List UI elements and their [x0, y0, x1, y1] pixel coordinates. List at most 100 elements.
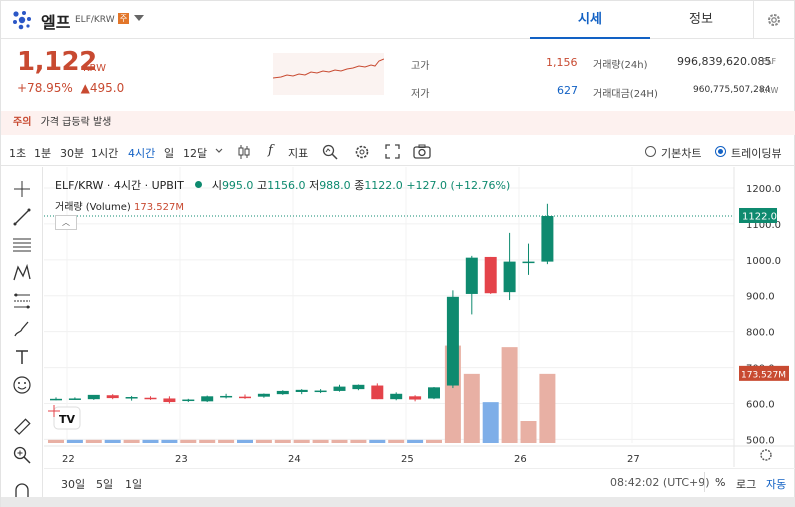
camera-icon[interactable] — [413, 144, 431, 159]
volume-bar — [161, 439, 178, 443]
interval-12month[interactable]: 12달 — [183, 147, 208, 160]
volume-bar — [237, 439, 253, 443]
tradingview-label[interactable]: 트레이딩뷰 — [731, 147, 782, 160]
log-toggle[interactable]: 로그 — [736, 478, 757, 491]
amount-24h-label: 거래대금(24H) — [593, 89, 658, 100]
current-price: 1,122 — [17, 47, 97, 77]
price-change: +78.95% ▲495.0 — [17, 81, 124, 95]
indicators-button[interactable]: 지표 — [288, 147, 309, 160]
volume-bar — [48, 439, 64, 443]
basic-chart-label[interactable]: 기본차트 — [661, 147, 702, 160]
fib-retracement-icon[interactable] — [12, 291, 32, 311]
percent-toggle[interactable]: % — [715, 476, 726, 489]
tab-price[interactable]: 시세 — [530, 1, 650, 39]
range-1d[interactable]: 1일 — [125, 478, 143, 491]
high-label-legend: 고 — [256, 179, 268, 192]
emoji-icon[interactable] — [12, 375, 32, 395]
auto-toggle[interactable]: 자동 — [766, 478, 787, 491]
candle-body — [371, 385, 384, 400]
interval-4h[interactable]: 4시간 — [128, 147, 156, 160]
volume-bar — [293, 439, 310, 443]
price-tick-label: 1100.0 — [746, 220, 781, 231]
price-tick-label: 800.0 — [746, 328, 775, 339]
volume-bar — [539, 373, 556, 443]
range-30d[interactable]: 30일 — [61, 478, 86, 491]
price-tick-label: 600.0 — [746, 399, 775, 410]
collapse-legend-button[interactable]: ︿ — [55, 215, 77, 230]
candle-type-icon[interactable] — [237, 144, 251, 160]
volume-bar — [482, 402, 499, 443]
chart-legend: ELF/KRW · 4시간 · UPBIT 시995.0 고1156.0 저98… — [55, 177, 510, 193]
volume-bar — [85, 439, 102, 443]
drawing-toolbar — [1, 167, 43, 497]
volume-unit: ELF — [762, 57, 777, 66]
volume-bar — [104, 439, 121, 443]
low-label: 저가 — [411, 89, 430, 100]
interval-chevron-down-icon[interactable] — [215, 148, 223, 154]
volume-bar — [218, 439, 235, 443]
interval-1m[interactable]: 1분 — [34, 147, 52, 160]
volume-bar — [426, 439, 442, 443]
header: 엘프 ELF/KRW 주 시세 정보 — [1, 1, 795, 39]
price-tick-label: 1200.0 — [746, 184, 781, 195]
zoom-in-icon[interactable] — [12, 445, 32, 465]
pattern-icon[interactable] — [12, 263, 32, 283]
tradingview-logo-text: TV — [59, 413, 76, 426]
interval-30m[interactable]: 30분 — [60, 147, 85, 160]
gear-icon[interactable] — [766, 12, 782, 28]
volume-bar — [274, 439, 291, 443]
text-icon[interactable] — [12, 347, 32, 367]
interval-day[interactable]: 일 — [164, 147, 175, 160]
coin-select-chevron-icon[interactable] — [134, 15, 144, 21]
elf-logo-icon — [13, 11, 31, 30]
interval-1h[interactable]: 1시간 — [91, 147, 119, 160]
fullscreen-icon[interactable] — [385, 144, 400, 159]
candle-body — [239, 396, 251, 399]
trendline-icon[interactable] — [12, 207, 32, 227]
volume-bar — [180, 439, 197, 443]
high-value-legend: 1156.0 — [267, 179, 306, 192]
candle-body — [144, 397, 157, 400]
price-chart[interactable]: 500.0600.0700.0800.0900.01000.01100.0120… — [44, 167, 795, 467]
crosshair-icon[interactable] — [12, 179, 32, 199]
volume-bar — [407, 439, 424, 443]
range-5d[interactable]: 5일 — [96, 478, 114, 491]
candle-body — [201, 396, 214, 402]
axis-settings-icon — [760, 449, 772, 461]
last-price-tag — [739, 207, 777, 223]
settings-gear-icon[interactable] — [354, 144, 370, 160]
candle-body — [163, 398, 176, 403]
clock-time: 08:42:02 (UTC+9) — [610, 476, 710, 489]
brush-icon[interactable] — [12, 319, 32, 339]
ruler-icon[interactable] — [12, 417, 32, 437]
warning-bar: 주의 가격 급등락 발생 — [1, 111, 795, 135]
price-tick-label: 900.0 — [746, 292, 775, 303]
low-label-legend: 저 — [309, 179, 320, 192]
amount-24h-value: 960,775,507,284 — [693, 85, 771, 95]
candle-body — [390, 393, 403, 400]
interval-1s[interactable]: 1초 — [9, 147, 27, 160]
candle-body — [428, 387, 440, 399]
coin-name[interactable]: 엘프 — [41, 13, 71, 32]
symbol-title: ELF/KRW · 4시간 · UPBIT — [55, 179, 184, 192]
volume-legend: 거래량 (Volume) 173.527M — [55, 198, 184, 213]
volume-bar — [369, 439, 386, 443]
low-value: 627 — [557, 84, 578, 97]
volume-tag — [739, 365, 789, 381]
volume-bar — [501, 347, 518, 443]
volume-24h-value: 996,839,620.085 — [677, 55, 772, 68]
compare-search-icon[interactable] — [322, 144, 338, 160]
indicator-fx-icon[interactable]: f — [268, 143, 273, 158]
candle-body — [106, 395, 119, 399]
time-tick-label: 24 — [288, 454, 301, 465]
volume-bar — [66, 439, 83, 443]
time-tick-label: 25 — [401, 454, 414, 465]
time-tick-label: 23 — [175, 454, 188, 465]
candle-body — [484, 256, 497, 294]
tab-info[interactable]: 정보 — [689, 12, 713, 27]
magnet-icon[interactable] — [12, 483, 32, 497]
horizontal-lines-icon[interactable] — [12, 235, 32, 255]
basic-chart-radio[interactable] — [645, 146, 656, 157]
chart-toolbar: 1초 1분 30분 1시간 4시간 일 12달 f 지표 기본차트 트레이딩뷰 — [1, 138, 795, 166]
tradingview-radio[interactable] — [715, 146, 726, 157]
